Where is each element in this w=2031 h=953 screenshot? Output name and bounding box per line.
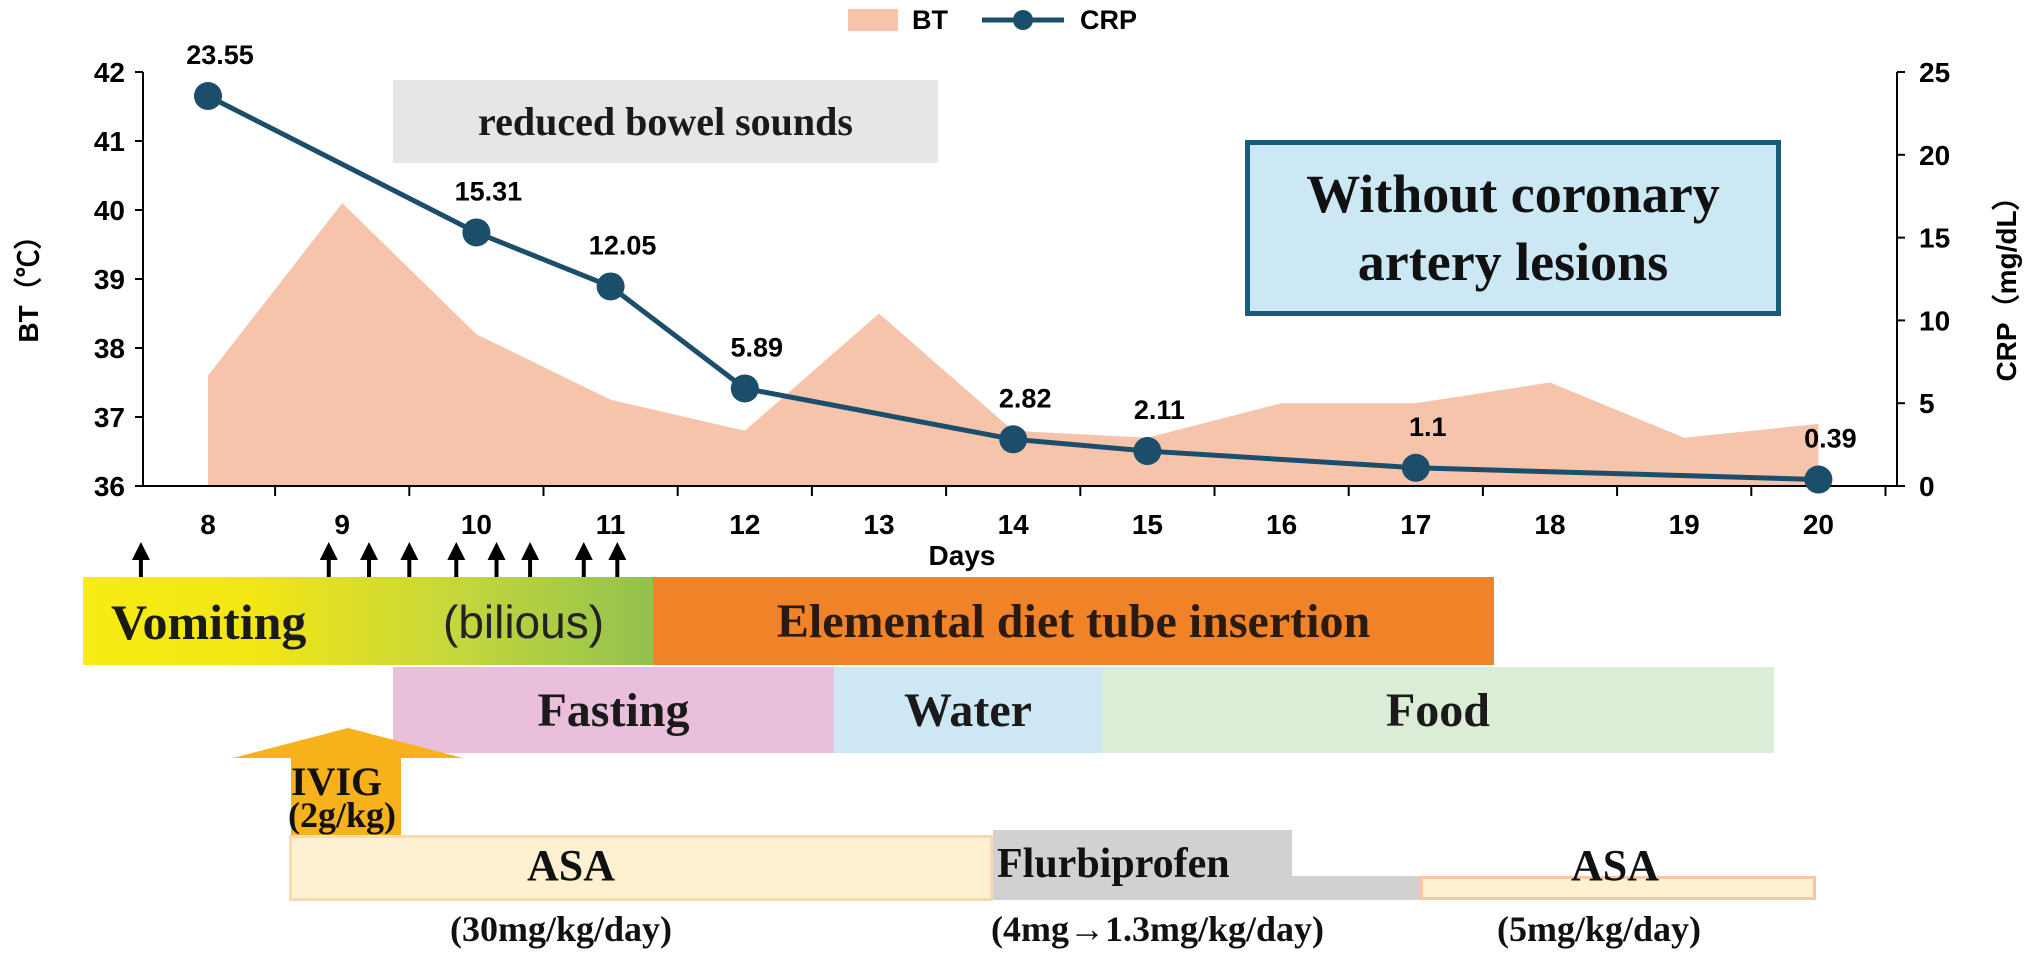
crp-point: [1133, 437, 1162, 466]
x-tick-label: 8: [200, 509, 216, 540]
legend-crp-swatch: [982, 10, 1064, 30]
asa-label-1: ASA: [527, 841, 616, 890]
bilious-label: (bilious): [443, 596, 605, 648]
crp-data-label: 2.11: [1134, 395, 1185, 425]
crp-data-label: 2.82: [999, 383, 1052, 413]
vomiting-arrow-head: [319, 542, 338, 560]
water-bar: Water: [834, 667, 1102, 753]
x-tick-label: 18: [1534, 509, 1565, 540]
y-right-tick-label: 20: [1919, 140, 1950, 171]
bt-area: [208, 203, 1819, 486]
crp-point: [1804, 465, 1833, 494]
crp-point: [1401, 453, 1430, 482]
asa-dose-2: (5mg/kg/day): [1497, 909, 1702, 949]
y-left-tick-label: 39: [94, 264, 125, 295]
crp-point: [730, 374, 759, 403]
flurbiprofen-dose: (4mg→1.3mg/kg/day): [991, 909, 1324, 949]
bowel-sounds-text: reduced bowel sounds: [478, 99, 853, 144]
x-tick-label: 19: [1669, 509, 1700, 540]
bowel-sounds-annotation: reduced bowel sounds: [393, 80, 938, 163]
crp-line-layer: [194, 82, 1833, 494]
y-right-tick-label: 0: [1919, 471, 1935, 502]
x-tick-label: 15: [1132, 509, 1163, 540]
legend-bt-swatch: [848, 9, 898, 31]
crp-data-label: 23.55: [186, 40, 254, 70]
vomiting-arrow-head: [521, 542, 540, 560]
crp-point: [194, 82, 222, 111]
vomiting-bar: Vomiting (bilious): [83, 577, 653, 665]
food-bar: Food: [1102, 667, 1774, 753]
water-label: Water: [904, 683, 1032, 737]
asa-dose-1: (30mg/kg/day): [450, 909, 673, 949]
x-tick-label: 9: [334, 509, 350, 540]
ivig-arrow: [233, 728, 463, 836]
ivig-dose-label: (2g/kg): [288, 795, 396, 835]
y-right-tick-label: 5: [1919, 388, 1935, 419]
x-tick-label: 10: [461, 509, 492, 540]
ivig-label: IVIG: [291, 759, 383, 804]
crp-line: [206, 93, 1819, 483]
y-right-tick-label: 15: [1919, 223, 1950, 254]
crp-data-label: 1.1: [1409, 412, 1447, 442]
y-right-tick-label: 25: [1919, 57, 1950, 88]
x-tick-label: 16: [1266, 509, 1297, 540]
crp-data-label: 0.39: [1804, 424, 1857, 454]
vomiting-arrow-head: [131, 542, 150, 560]
x-axis-title: Days: [929, 540, 996, 571]
y-left-axis-title: BT（℃）: [12, 221, 44, 342]
vomiting-arrow-head: [447, 542, 466, 560]
vomiting-arrow-head: [487, 542, 506, 560]
x-tick-label: 11: [596, 509, 626, 540]
y-left-tick-label: 37: [94, 402, 125, 433]
vomiting-arrow-head: [400, 542, 419, 560]
elemental-diet-label: Elemental diet tube insertion: [776, 594, 1371, 648]
asa-bar-1: [289, 835, 993, 901]
fasting-label: Fasting: [537, 683, 690, 737]
x-tick-label: 12: [729, 509, 760, 540]
asa-bar-2: [1420, 876, 1816, 900]
label-layer: 23.55 15.31 12.05 5.89 2.82 2.11 1.1 0.39: [131, 40, 1857, 594]
bt-area-layer: [208, 203, 1819, 486]
y-left-tick-label: 41: [94, 126, 125, 157]
x-tick-label: 13: [863, 509, 894, 540]
elemental-diet-bar: Elemental diet tube insertion: [653, 577, 1494, 665]
y-left-tick-label: 40: [94, 195, 125, 226]
fasting-bar: Fasting: [393, 667, 834, 753]
flurbiprofen-bar-tail: [993, 876, 1420, 900]
flurbiprofen-label: Flurbiprofen: [997, 841, 1230, 887]
crp-point: [462, 218, 491, 247]
x-tick-label: 20: [1803, 509, 1834, 540]
legend-bt-label: BT: [912, 4, 948, 35]
asa-label-2: ASA: [1571, 841, 1660, 890]
legend: BT CRP: [848, 0, 1137, 40]
axes-layer: 36 37 38 39 40 41 42 0 5 10 15 20 25 8 9 10 11 12 13 14 15 16…: [12, 57, 2022, 571]
legend-crp-label: CRP: [1080, 4, 1138, 35]
coronary-annotation: Without coronary artery lesions: [1245, 140, 1781, 316]
y-left-tick-label: 42: [94, 57, 125, 88]
coronary-text: Without coronary artery lesions: [1306, 164, 1720, 292]
y-right-axis-title: CRP（mg/dL）: [1990, 182, 2022, 381]
vomiting-label: Vomiting: [111, 594, 307, 650]
crp-data-label: 15.31: [455, 176, 523, 206]
crp-data-label: 12.05: [589, 230, 657, 260]
crp-point: [596, 272, 625, 301]
food-label: Food: [1385, 683, 1490, 737]
x-tick-label: 14: [998, 509, 1030, 540]
flurbiprofen-bar: [993, 830, 1292, 880]
y-right-tick-label: 10: [1919, 305, 1950, 336]
vomiting-arrow-head: [608, 542, 627, 560]
y-left-tick-label: 38: [94, 333, 125, 364]
crp-point: [999, 425, 1028, 454]
x-tick-label: 17: [1400, 509, 1431, 540]
crp-data-label: 5.89: [731, 332, 784, 362]
vomiting-arrow-head: [574, 542, 593, 560]
y-left-tick-label: 36: [94, 471, 125, 502]
vomiting-arrow-head: [360, 542, 379, 560]
